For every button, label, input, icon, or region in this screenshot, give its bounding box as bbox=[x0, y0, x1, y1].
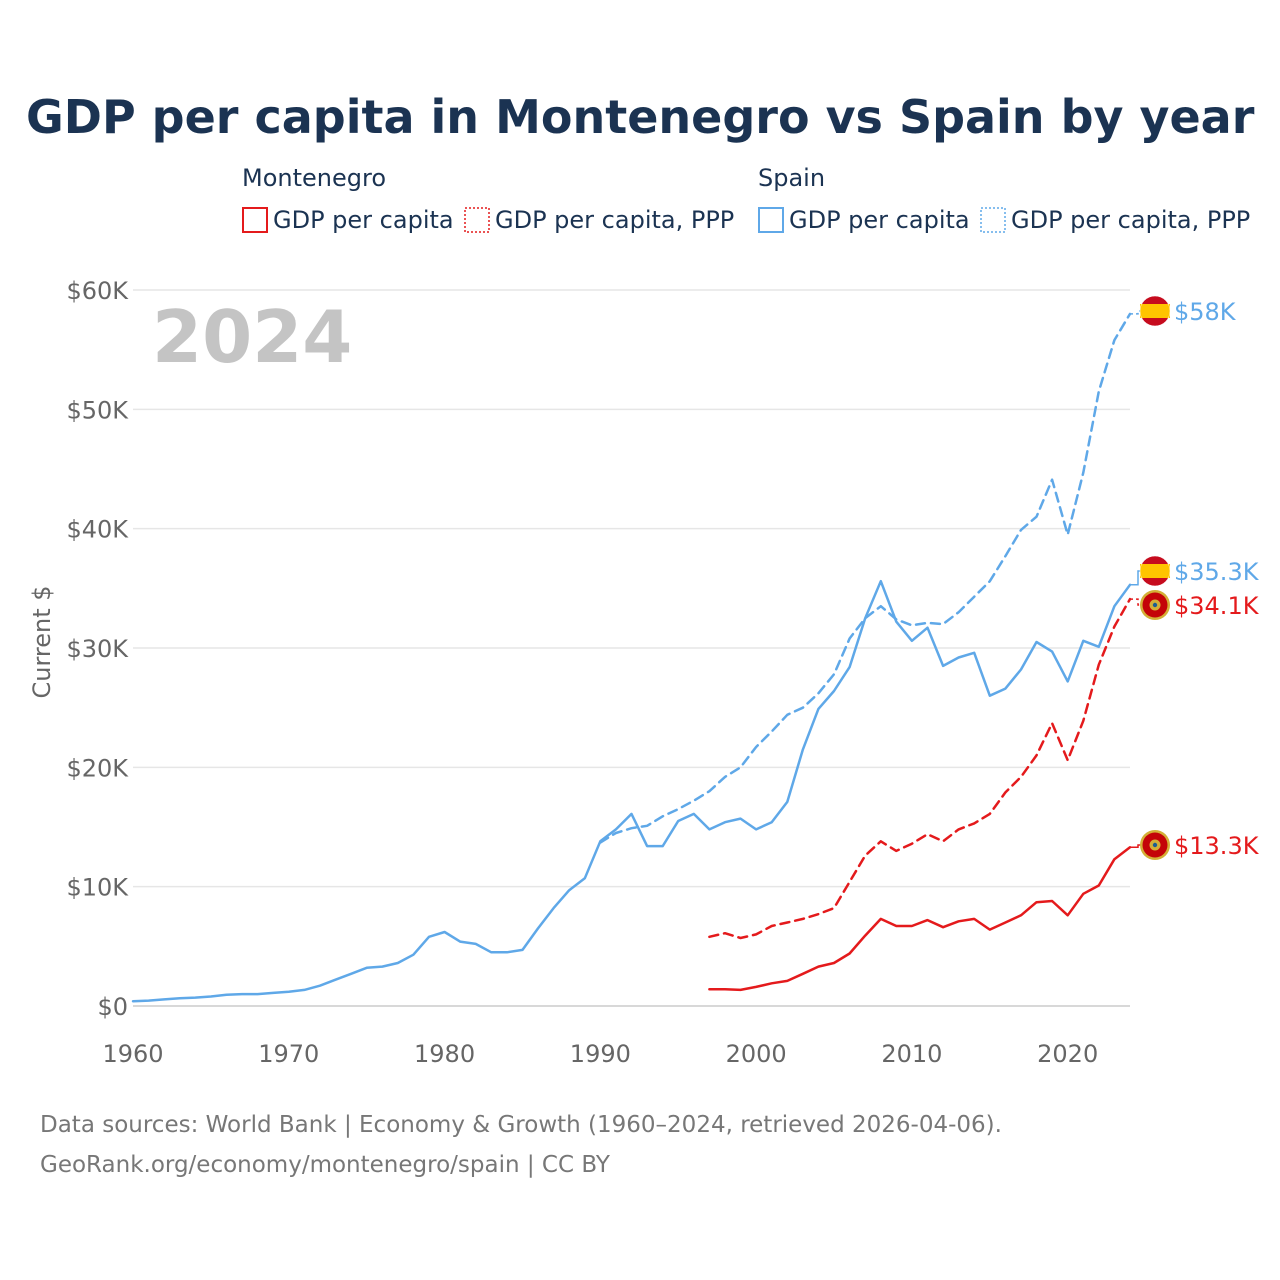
x-tick-label: 1990 bbox=[570, 1040, 631, 1068]
series-layer bbox=[131, 312, 1132, 1003]
end-value-label: $35.3K bbox=[1174, 558, 1260, 586]
montenegro-flag-icon bbox=[1140, 590, 1170, 620]
y-axis-label: Current $ bbox=[28, 585, 56, 698]
y-axis: $0 $10K $20K $30K $40K $50K $60K bbox=[66, 277, 129, 1021]
y-tick-label: $40K bbox=[66, 516, 129, 544]
legend-item-label: GDP per capita, PPP bbox=[495, 206, 734, 234]
y-tick-label: $0 bbox=[97, 993, 128, 1021]
year-watermark: 2024 bbox=[152, 295, 352, 379]
legend-item-label: GDP per capita, PPP bbox=[1011, 206, 1250, 234]
legend-item-label: GDP per capita bbox=[273, 206, 454, 234]
series-line bbox=[599, 312, 1132, 844]
legend-swatch bbox=[242, 207, 268, 233]
chart-title: GDP per capita in Montenegro vs Spain by… bbox=[26, 90, 1255, 144]
flag-ring bbox=[1139, 555, 1171, 587]
x-tick-label: 1960 bbox=[102, 1040, 163, 1068]
end-value-label: $13.3K bbox=[1174, 832, 1260, 860]
series-line bbox=[131, 579, 1132, 1003]
legend-group-title: Spain bbox=[758, 164, 825, 192]
flag-emblem-center bbox=[1152, 602, 1158, 608]
footer-attribution: GeoRank.org/economy/montenegro/spain | C… bbox=[40, 1152, 611, 1178]
x-tick-label: 2010 bbox=[881, 1040, 942, 1068]
end-value-label: $58K bbox=[1174, 298, 1237, 326]
flag-band bbox=[1140, 564, 1170, 578]
end-value-label: $34.1K bbox=[1174, 592, 1260, 620]
legend-group-title: Montenegro bbox=[242, 164, 386, 192]
montenegro-flag-icon bbox=[1140, 830, 1170, 860]
y-tick-label: $30K bbox=[66, 635, 129, 663]
flag-emblem-center bbox=[1152, 842, 1158, 848]
series-line bbox=[708, 846, 1132, 992]
legend-swatch bbox=[464, 207, 490, 233]
legend-swatch bbox=[980, 207, 1006, 233]
x-tick-label: 1970 bbox=[258, 1040, 319, 1068]
x-axis: 1960 1970 1980 1990 2000 2010 2020 bbox=[102, 1040, 1098, 1068]
grid-lines bbox=[133, 289, 1130, 1007]
spain-flag-icon bbox=[1139, 555, 1171, 587]
end-labels: $58K $35.3K $34.1K $13.3K bbox=[1130, 295, 1260, 860]
footer-sources: Data sources: World Bank | Economy & Gro… bbox=[40, 1112, 1002, 1138]
flag-band bbox=[1140, 304, 1170, 318]
x-tick-label: 2020 bbox=[1037, 1040, 1098, 1068]
legend-swatch bbox=[758, 207, 784, 233]
x-tick-label: 2000 bbox=[726, 1040, 787, 1068]
y-tick-label: $20K bbox=[66, 754, 129, 782]
legend-item-label: GDP per capita bbox=[789, 206, 970, 234]
legend: Montenegro GDP per capita GDP per capita, … bbox=[242, 164, 1250, 234]
y-tick-label: $60K bbox=[66, 277, 129, 305]
y-tick-label: $50K bbox=[66, 396, 129, 424]
spain-flag-icon bbox=[1139, 295, 1171, 327]
series-line bbox=[708, 597, 1132, 940]
y-tick-label: $10K bbox=[66, 874, 129, 902]
flag-ring bbox=[1139, 295, 1171, 327]
x-tick-label: 1980 bbox=[414, 1040, 475, 1068]
